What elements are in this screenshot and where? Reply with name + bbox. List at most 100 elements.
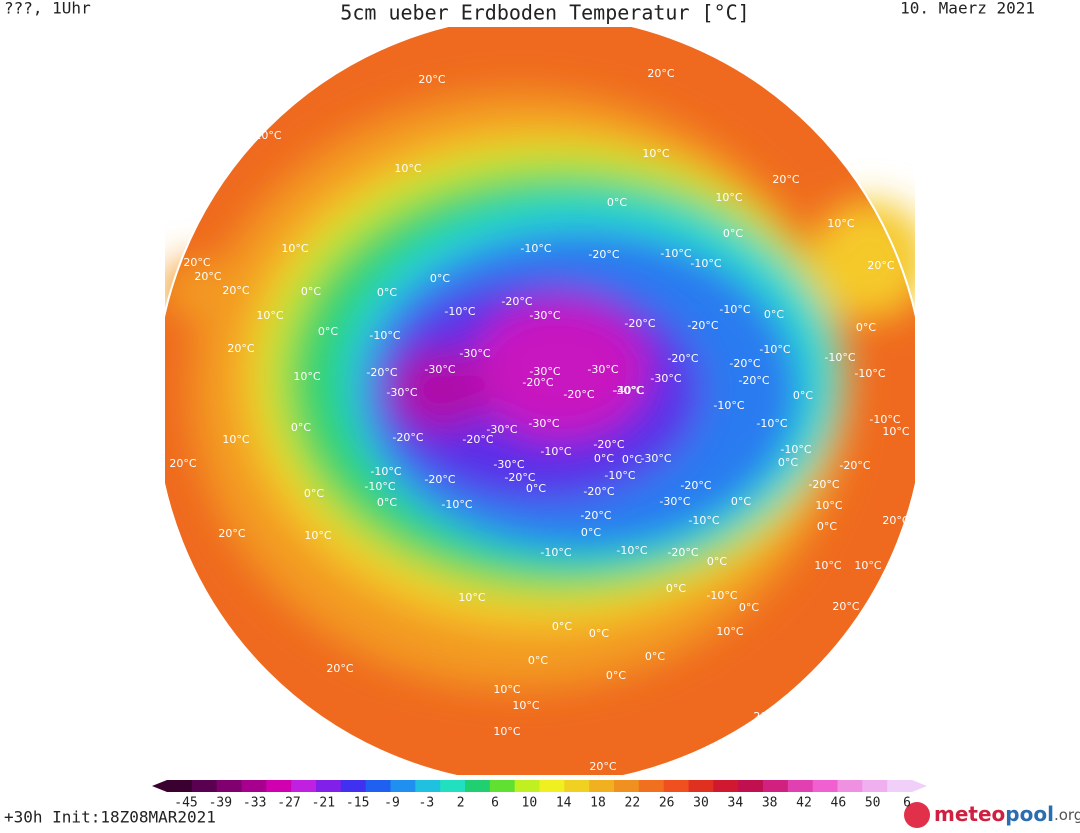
map-label: -30°C: [640, 452, 671, 465]
map-label: -20°C: [839, 459, 870, 472]
colorbar-label: 38: [762, 796, 778, 811]
map-label: -20°C: [687, 319, 718, 332]
colorbar-label: 10: [522, 796, 538, 811]
map-label: 0°C: [707, 555, 727, 568]
map-label: -10°C: [690, 257, 721, 270]
colorbar-segment: [713, 780, 739, 792]
map-label: 0°C: [528, 654, 548, 667]
colorbar-segment: [564, 780, 590, 792]
map-label: 20°C: [418, 73, 445, 86]
map-label: -20°C: [667, 352, 698, 365]
colorbar-label: 22: [625, 796, 641, 811]
colorbar-segment: [415, 780, 441, 792]
map-label: -10°C: [854, 367, 885, 380]
colorbar-label: 42: [796, 796, 812, 811]
map-label: -10°C: [706, 589, 737, 602]
map-label: -20°C: [680, 479, 711, 492]
colorbar-left-end: [152, 780, 167, 792]
map-label: 0°C: [552, 620, 572, 633]
map-label: -10°C: [688, 514, 719, 527]
map-label: -30°C: [587, 363, 618, 376]
colorbar-segment: [241, 780, 267, 792]
footer-left: +30h Init:18Z08MAR2021: [4, 808, 216, 827]
map-label: 10°C: [827, 217, 854, 230]
map-label: 0°C: [377, 496, 397, 509]
colorbar-segment: [738, 780, 764, 792]
map-label: -20°C: [738, 374, 769, 387]
map-label: -30°C: [650, 372, 681, 385]
map-label: -30°C: [659, 495, 690, 508]
map-label: 0°C: [430, 272, 450, 285]
colorbar-segment: [589, 780, 615, 792]
logo-icon: [904, 802, 930, 828]
map-label: -20°C: [729, 357, 760, 370]
colorbar-segment: [216, 780, 242, 792]
map-label: -20°C: [588, 248, 619, 261]
map-label: -20°C: [563, 388, 594, 401]
map-label: -20°C: [580, 509, 611, 522]
map-label: 20°C: [218, 527, 245, 540]
map-label: 0°C: [594, 452, 614, 465]
colorbar-segment: [539, 780, 565, 792]
map-label: 10°C: [814, 559, 841, 572]
map-label: 20°C: [882, 514, 909, 527]
map-label: 0°C: [739, 601, 759, 614]
colorbar-segment: [365, 780, 391, 792]
map-label: 0°C: [764, 308, 784, 321]
map-label: 20°C: [326, 662, 353, 675]
map-label: -10°C: [444, 305, 475, 318]
colorbar-segment: [316, 780, 342, 792]
map-label: 0°C: [526, 482, 546, 495]
logo: meteopool.org: [934, 802, 1080, 826]
colorbar-segment: [291, 780, 317, 792]
colorbar-segment: [812, 780, 838, 792]
map-label: -10°C: [604, 469, 635, 482]
map-label: 0°C: [817, 520, 837, 533]
map-label: -10°C: [616, 544, 647, 557]
map-label: 10°C: [293, 370, 320, 383]
title: 5cm ueber Erdboden Temperatur [°C]: [340, 1, 749, 25]
map-label: -10°C: [660, 247, 691, 260]
colorbar-segment: [663, 780, 689, 792]
map-label: 10°C: [642, 147, 669, 160]
map-label: 0°C: [304, 487, 324, 500]
map-label: 20°C: [194, 270, 221, 283]
colorbar-label: 14: [556, 796, 572, 811]
map-label: -20°C: [522, 376, 553, 389]
map-label: 0°C: [581, 526, 601, 539]
colorbar-segment: [465, 780, 491, 792]
map-label: -10°C: [869, 413, 900, 426]
map-label: -30°C: [612, 384, 643, 397]
map-label: -30°C: [424, 363, 455, 376]
map-label: 20°C: [832, 600, 859, 613]
colorbar-segment: [614, 780, 640, 792]
map-label: -10°C: [369, 329, 400, 342]
colorbar-label: -33: [243, 796, 266, 811]
map-label: 0°C: [301, 285, 321, 298]
map-label: 0°C: [666, 582, 686, 595]
colorbar-label: 6: [903, 796, 911, 811]
map-label: -20°C: [501, 295, 532, 308]
colorbar-segment: [887, 780, 913, 792]
colorbar-segment: [390, 780, 416, 792]
map-label: -10°C: [713, 399, 744, 412]
map-label: 10°C: [854, 559, 881, 572]
map-label: -10°C: [520, 242, 551, 255]
map-label: 10°C: [716, 625, 743, 638]
map-label: -20°C: [424, 473, 455, 486]
map-label: 0°C: [778, 456, 798, 469]
map-label: -20°C: [808, 478, 839, 491]
map-label: -20°C: [593, 438, 624, 451]
map: [165, 27, 915, 775]
map-label: -20°C: [392, 431, 423, 444]
map-label: 10°C: [222, 433, 249, 446]
map-label: 0°C: [291, 421, 311, 434]
map-label: 10°C: [512, 699, 539, 712]
map-label: 20°C: [183, 256, 210, 269]
map-label: 0°C: [793, 389, 813, 402]
map-label: 0°C: [318, 325, 338, 338]
map-label: 20°C: [254, 129, 281, 142]
map-label: 20°C: [227, 342, 254, 355]
colorbar-segment: [688, 780, 714, 792]
map-label: -40°C: [613, 384, 644, 397]
